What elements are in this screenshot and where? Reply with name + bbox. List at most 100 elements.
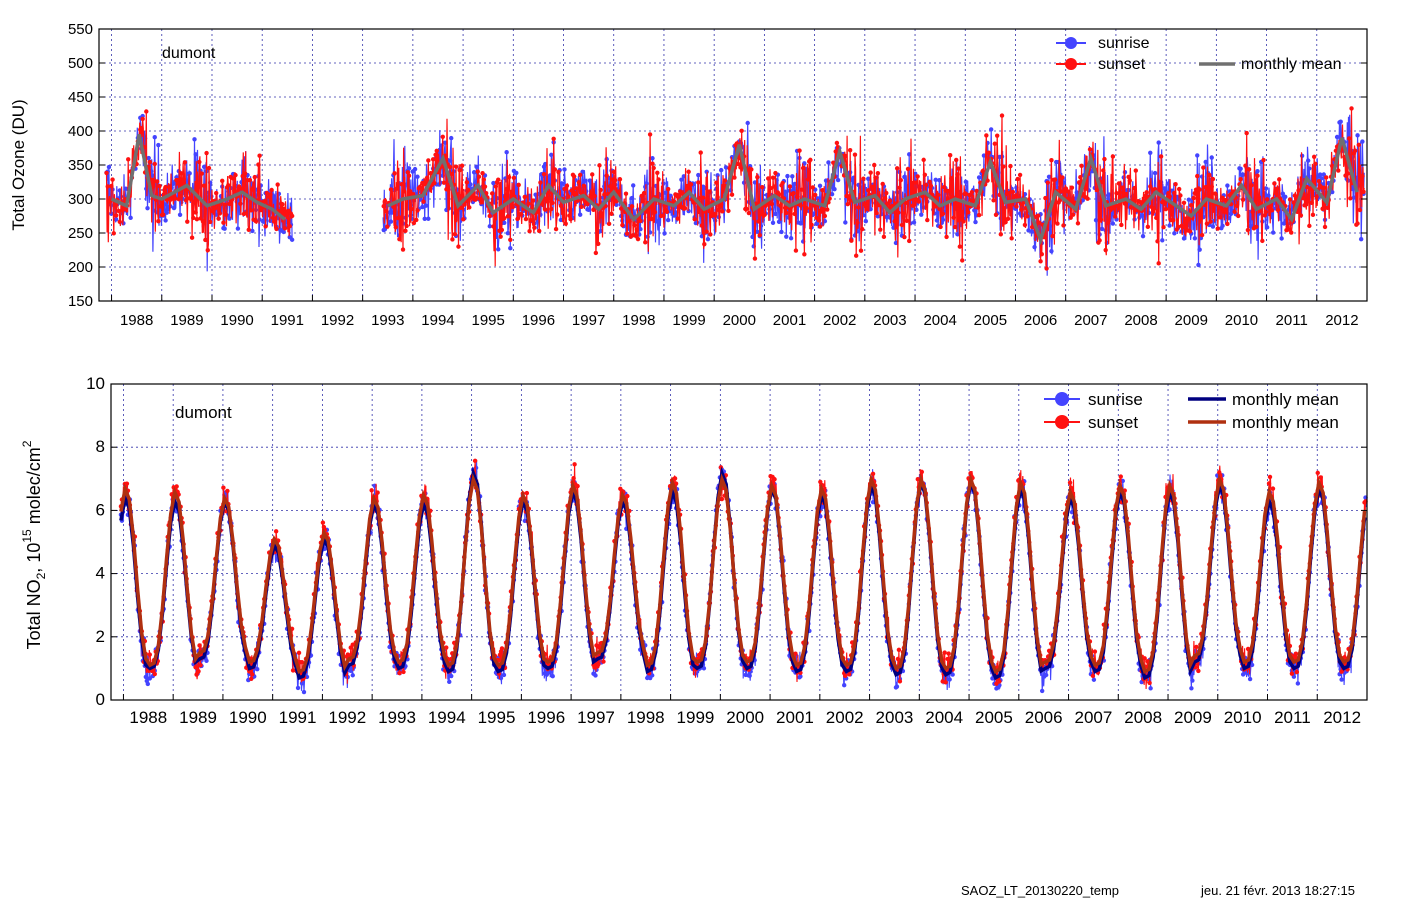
ozone-sunrise-point: [679, 177, 684, 182]
no2-sunset-point: [1118, 474, 1123, 479]
ozone-sunrise-point: [655, 219, 660, 224]
no2-sunset-point: [718, 465, 724, 470]
ozone-sunrise-point: [843, 220, 848, 225]
ozone-sunset-point: [805, 177, 811, 182]
ozone-sunset-point: [1352, 148, 1358, 153]
no2-sunrise-point: [299, 681, 305, 686]
ozone-sunset-point: [624, 231, 630, 236]
ozone-sunset-point: [1001, 164, 1006, 169]
ozone-sunset-point: [800, 165, 806, 171]
ozone-sunset-point: [757, 232, 762, 238]
x-tick-label: 2001: [773, 312, 806, 329]
ozone-sunset-point: [861, 176, 866, 181]
no2-sunset-point: [150, 668, 155, 674]
ozone-sunset-point: [1236, 213, 1241, 219]
no2-sunset-point: [375, 490, 380, 495]
y-tick-label: 550: [68, 21, 93, 38]
ozone-sunset-point: [816, 218, 822, 223]
ozone-sunset-point: [1099, 179, 1105, 185]
ozone-sunset-point: [253, 219, 259, 224]
ozone-sunrise-point: [1172, 231, 1177, 236]
x-tick-label: 1999: [672, 312, 705, 329]
ozone-sunset-point: [866, 188, 871, 193]
ozone-sunset-point: [686, 169, 691, 174]
no2-sunrise-point: [147, 676, 152, 681]
ozone-sunset-point: [797, 148, 802, 153]
ozone-sunset-point: [1307, 223, 1312, 229]
ozone-sunset-point: [403, 228, 408, 234]
no2-sunrise-point: [449, 673, 454, 679]
y-tick-label: 400: [68, 123, 93, 140]
ozone-sunset-point: [551, 136, 556, 142]
ozone-sunset-point: [720, 209, 725, 214]
ozone-sunset-point: [970, 198, 976, 204]
ozone-sunset-point: [399, 182, 405, 187]
ozone-sunrise-point: [784, 234, 789, 239]
ozone-sunrise-point: [1192, 236, 1198, 241]
x-tick-label: 2005: [974, 312, 1007, 329]
ozone-sunset-point: [635, 236, 641, 242]
ozone-sunrise-point: [1238, 166, 1243, 171]
ozone-sunset-point: [665, 186, 671, 192]
x-tick-label: 2007: [1074, 312, 1107, 329]
ozone-sunset-point: [896, 210, 901, 215]
ozone-sunset-point: [111, 231, 116, 236]
ozone-sunset-point: [553, 226, 559, 232]
ozone-sunset-point: [753, 201, 759, 206]
ozone-sunset-point: [609, 211, 614, 216]
ozone-sunset-point: [227, 201, 232, 207]
no2-sunrise-point: [1091, 677, 1097, 682]
ozone-sunset-point: [506, 175, 512, 180]
ozone-sunset-point: [969, 190, 975, 195]
x-tick-label: 1995: [472, 312, 505, 329]
ozone-sunset-point: [1176, 186, 1182, 192]
ozone-sunrise-point: [1196, 262, 1201, 268]
ozone-sunrise-point: [177, 212, 183, 217]
ozone-sunset-point: [712, 213, 718, 218]
ozone-sunset-point: [591, 207, 596, 212]
ozone-sunset-point: [493, 184, 499, 189]
ozone-sunrise-point: [779, 229, 784, 235]
ozone-sunset-point: [843, 153, 848, 159]
ozone-sunset-point: [991, 198, 996, 203]
ozone-sunrise-point: [152, 135, 157, 140]
no2-sunrise-point: [145, 681, 151, 687]
ozone-sunset-point: [952, 224, 958, 230]
ozone-sunset-point: [597, 163, 602, 168]
ozone-sunset-point: [1103, 247, 1108, 253]
ozone-sunset-point: [394, 186, 400, 191]
ozone-sunset-point: [1205, 186, 1211, 192]
ozone-sunset-point: [1215, 226, 1220, 231]
ozone-sunset-point: [434, 148, 439, 154]
ozone-sunrise-point: [1321, 172, 1327, 177]
y-tick-label: 4: [96, 564, 105, 583]
ozone-sunset-point: [452, 231, 458, 237]
ozone-sunset-point: [1163, 206, 1169, 212]
ozone-sunset-point: [935, 192, 941, 198]
ozone-sunrise-point: [474, 164, 479, 170]
no2-sunrise-point: [143, 674, 149, 680]
no2-sunrise-point: [550, 674, 555, 679]
ozone-sunset-point: [567, 213, 572, 218]
ozone-sunrise-point: [788, 236, 794, 241]
ozone-legend: sunrise sunset monthly mean: [1056, 35, 1342, 73]
ozone-sunset-point: [516, 182, 521, 188]
no2-legend-mean-set-text: monthly mean: [1232, 413, 1339, 432]
ozone-sunrise-point: [1266, 193, 1271, 198]
no2-sunset-point: [369, 488, 374, 493]
ozone-sunset-point: [199, 171, 204, 176]
ozone-sunset-point: [191, 215, 196, 221]
no2-sunset-point: [719, 496, 725, 502]
ozone-sunrise-point: [1093, 218, 1099, 223]
ozone-sunset-point: [556, 169, 561, 175]
ozone-sunrise-point: [1195, 153, 1200, 158]
ozone-sunset-point: [230, 176, 236, 181]
ozone-sunrise-point: [491, 180, 496, 186]
x-tick-label: 2007: [1075, 708, 1113, 727]
ozone-sunset-point: [526, 201, 531, 206]
ozone-sunset-point: [252, 174, 257, 180]
ozone-sunset-point: [479, 200, 484, 205]
ozone-sunset-point: [157, 183, 162, 189]
ozone-sunrise-point: [1167, 223, 1172, 228]
ozone-sunrise-point: [1255, 168, 1260, 174]
